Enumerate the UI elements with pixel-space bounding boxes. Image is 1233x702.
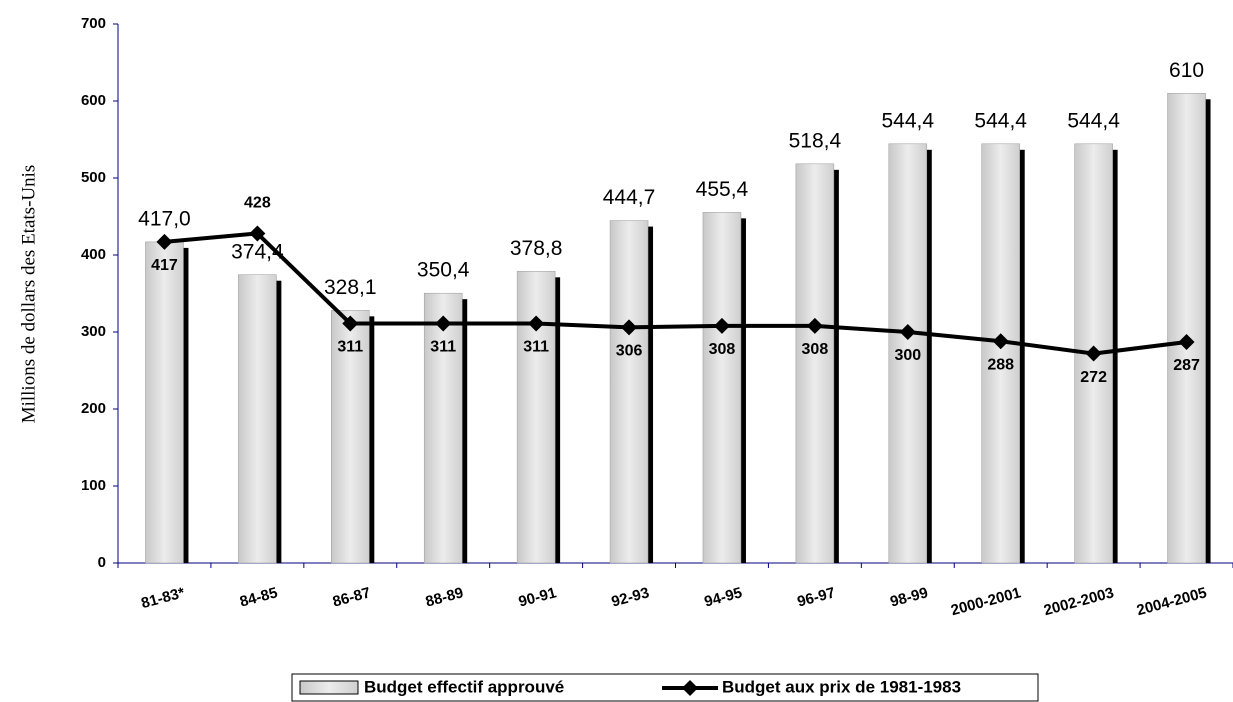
bar-label: 544,4 xyxy=(882,109,935,132)
bar-label: 417,0 xyxy=(138,207,191,230)
bar xyxy=(702,212,742,564)
line-marker xyxy=(992,333,1009,350)
bar xyxy=(981,143,1020,564)
y-axis-label: Millions de dollars des Etats-Unis xyxy=(18,165,39,424)
bar xyxy=(609,220,649,564)
y-tick-label: 300 xyxy=(81,323,106,340)
x-tick-label: 94-95 xyxy=(703,584,744,610)
y-tick-label: 600 xyxy=(81,92,106,109)
bar-label: 610 xyxy=(1169,59,1204,82)
line-marker xyxy=(1085,345,1102,362)
x-tick-label: 90-91 xyxy=(517,584,558,610)
line-label: 311 xyxy=(430,339,456,356)
bar xyxy=(795,163,835,564)
line-label: 417 xyxy=(151,257,178,274)
legend-label: Budget aux prix de 1981-1983 xyxy=(722,677,961,696)
legend-label: Budget effectif approuvé xyxy=(364,677,564,696)
line-marker xyxy=(621,319,638,336)
x-tick-label: 98-99 xyxy=(888,584,929,610)
y-tick-label: 0 xyxy=(98,554,106,571)
x-tick-label: 2000-2001 xyxy=(949,584,1023,619)
x-tick-label: 84-85 xyxy=(238,584,279,610)
bar xyxy=(888,143,928,564)
x-tick-label: 96-97 xyxy=(795,584,836,610)
bar xyxy=(145,241,184,564)
line-label: 308 xyxy=(802,341,829,358)
x-tick-label: 88-89 xyxy=(424,584,465,610)
line-marker xyxy=(806,317,823,334)
bar xyxy=(1167,93,1206,564)
line-marker xyxy=(713,317,730,334)
line-label: 311 xyxy=(337,339,363,356)
bar-label: 378,8 xyxy=(510,237,563,260)
x-tick-label: 81-83* xyxy=(139,584,186,612)
y-tick-label: 200 xyxy=(81,400,106,417)
line-label: 308 xyxy=(709,341,736,358)
x-tick-label: 2002-2003 xyxy=(1042,584,1116,619)
bar xyxy=(516,271,556,564)
line-marker xyxy=(342,315,359,332)
line-marker xyxy=(528,315,545,332)
legend-swatch xyxy=(299,680,359,695)
line-label: 288 xyxy=(987,356,1014,373)
y-tick-label: 500 xyxy=(81,169,106,186)
line xyxy=(164,231,1187,356)
line-label: 311 xyxy=(523,339,549,356)
line-marker xyxy=(249,225,266,242)
bar-label: 350,4 xyxy=(417,259,470,282)
bar-label: 518,4 xyxy=(789,129,842,152)
y-tick-label: 100 xyxy=(81,477,106,494)
bar-label: 544,4 xyxy=(974,109,1027,132)
line-label: 287 xyxy=(1173,357,1200,374)
y-tick-label: 400 xyxy=(81,246,106,263)
bar xyxy=(423,292,463,564)
y-tick-label: 700 xyxy=(81,15,106,32)
bar-label: 328,1 xyxy=(324,276,377,299)
line-marker xyxy=(1178,334,1195,351)
line-label: 428 xyxy=(244,195,271,212)
x-tick-label: 86-87 xyxy=(331,584,372,610)
x-tick-label: 92-93 xyxy=(610,584,651,610)
bar-label: 544,4 xyxy=(1067,109,1120,132)
line-label: 300 xyxy=(894,347,921,364)
bar xyxy=(331,310,370,564)
bar-label: 444,7 xyxy=(603,186,656,209)
line-marker xyxy=(435,315,452,332)
bar xyxy=(238,274,277,564)
line-marker xyxy=(899,324,916,340)
line-marker xyxy=(156,233,173,250)
x-tick-label: 2004-2005 xyxy=(1135,584,1209,619)
line-label: 306 xyxy=(616,343,643,360)
bar-label: 455,4 xyxy=(696,178,749,201)
legend-marker xyxy=(682,680,698,696)
line-label: 272 xyxy=(1080,369,1107,386)
